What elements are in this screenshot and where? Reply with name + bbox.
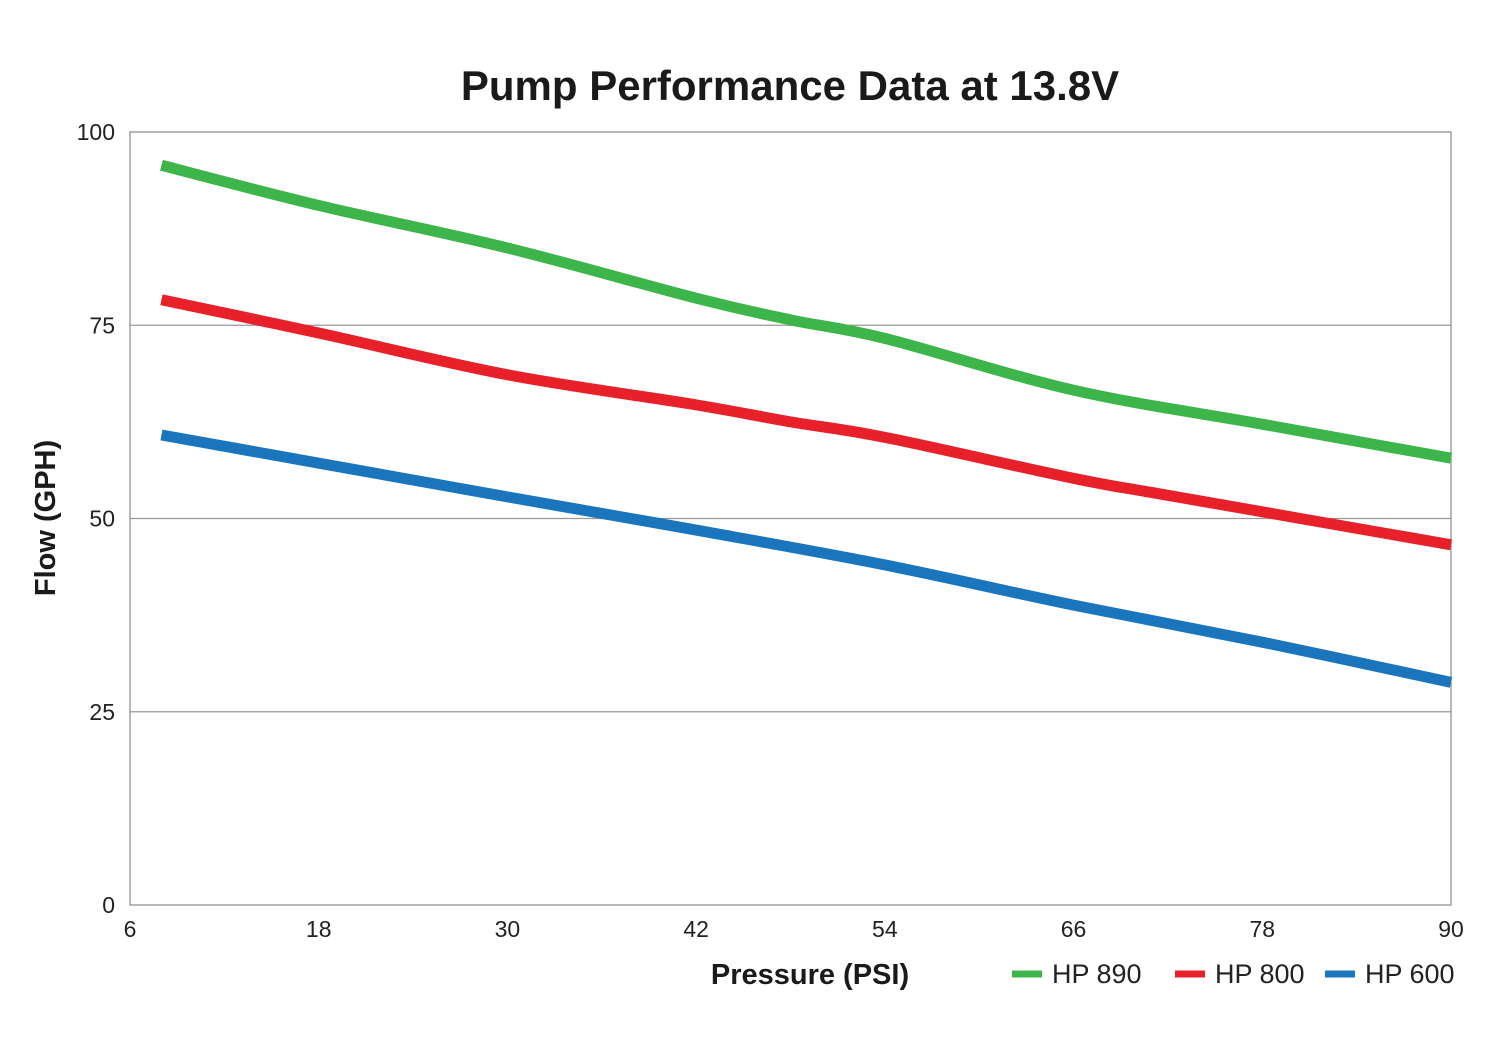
x-tick-label: 42 — [683, 916, 709, 942]
x-tick-label: 78 — [1249, 916, 1275, 942]
x-axis-label: Pressure (PSI) — [711, 959, 909, 991]
x-axis-ticks: 6 18 30 42 54 66 78 90 — [124, 916, 1464, 942]
y-axis-ticks: 0 25 50 75 100 — [77, 119, 115, 918]
series-line-hp-800 — [160, 294, 1452, 551]
chart-title: Pump Performance Data at 13.8V — [461, 62, 1119, 109]
legend-label: HP 800 — [1215, 959, 1305, 989]
x-tick-label: 54 — [872, 916, 898, 942]
x-tick-label: 6 — [124, 916, 137, 942]
series-lines — [160, 159, 1453, 688]
legend-label: HP 890 — [1052, 959, 1142, 989]
y-tick-label: 0 — [102, 892, 115, 918]
y-tick-label: 75 — [89, 312, 115, 338]
x-tick-label: 30 — [495, 916, 521, 942]
x-tick-label: 66 — [1061, 916, 1087, 942]
gridlines — [130, 324, 1451, 713]
series-line-hp-890 — [160, 159, 1452, 464]
y-tick-label: 50 — [89, 506, 115, 532]
x-tick-label: 90 — [1438, 916, 1464, 942]
y-tick-label: 100 — [77, 119, 115, 145]
y-axis-label: Flow (GPH) — [30, 440, 62, 596]
y-tick-label: 25 — [89, 699, 115, 725]
legend-label: HP 600 — [1365, 959, 1455, 989]
series-line-hp-600 — [160, 429, 1453, 688]
x-tick-label: 18 — [306, 916, 332, 942]
legend: HP 890 HP 800 HP 600 — [1012, 959, 1455, 989]
plot-frame — [129, 131, 1452, 906]
